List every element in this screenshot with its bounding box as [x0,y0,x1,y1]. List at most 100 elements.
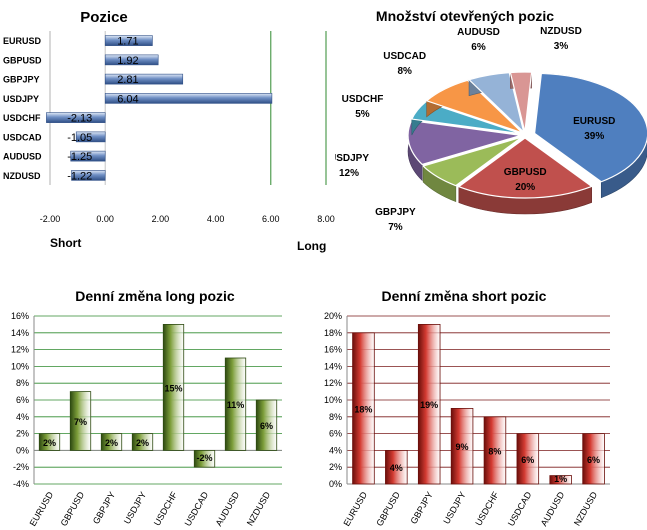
short-change-chart: Denní změna short pozic 0% 2% 4% 6% 8% 10% 12%… [324,288,610,528]
pie-slice [533,72,647,183]
category-label: NZDUSD [3,171,41,181]
category-label: USDJPY [3,94,39,104]
x-tick-label: GBPUSD [59,490,87,528]
x-tick-label: USDJPY [441,490,467,526]
data-label: 8% [488,446,501,456]
bar [255,399,278,451]
pie-slice-label: 20% [515,182,535,193]
x-tick-label: 6.00 [262,214,280,224]
bar [70,150,106,162]
long-caption: Long [297,239,326,253]
bar [71,170,106,181]
short-caption: Short [50,236,81,250]
category-label: AUDUSD [3,152,42,162]
x-tick-label: USDJPY [122,490,148,526]
y-tick-label: 0% [16,445,29,455]
x-tick-label: EURUSD [342,490,370,528]
data-label: 1% [554,474,567,484]
bar [131,433,154,451]
pie-slice [407,119,522,166]
y-tick-label: 0% [329,479,342,489]
bar [46,112,106,123]
y-tick-label: -4% [13,479,29,489]
data-label: 6% [521,455,534,465]
pie-title: Množství otevřených pozic [376,8,554,24]
x-tick-label: NZDUSD [245,490,273,528]
y-tick-label: 12% [324,378,342,388]
y-tick-label: 8% [329,412,342,422]
y-tick-label: 4% [16,412,29,422]
pie-slice [509,71,533,133]
pie-slice [457,137,593,199]
pie-slice-name: USDCHF [342,94,384,105]
data-label: 9% [456,442,469,452]
category-label: USDCHF [3,113,41,123]
y-tick-label: 6% [16,395,29,405]
pie-slice-label: 7% [388,222,403,233]
pie-slice-label: 6% [471,42,486,53]
positions-title: Pozice [80,9,128,26]
x-tick-label: AUDUSD [539,490,567,528]
short-change-title: Denní změna short pozic [382,288,547,304]
y-tick-label: 4% [329,445,342,455]
y-tick-label: 10% [11,361,29,371]
category-label: EURUSD [3,36,42,46]
pie-slice [467,72,525,135]
pie-slice-name: USDJPY [335,153,369,164]
pie-slice-name: NZDUSD [540,26,582,37]
y-tick-label: 14% [324,361,342,371]
bar [417,324,441,485]
data-label: 1.71 [117,36,138,48]
y-tick-label: -2% [13,462,29,472]
bar [162,324,185,451]
x-tick-label: 2.00 [152,214,170,224]
bar [100,433,123,451]
x-tick-label: USDCHF [152,490,180,528]
bar [38,433,61,451]
x-tick-label: AUDUSD [214,490,242,528]
y-tick-label: 2% [16,429,29,439]
data-label: 2% [43,438,56,448]
bar [69,391,92,451]
category-label: USDCAD [3,132,42,142]
bar [352,332,375,485]
pie-slice-label: 39% [584,131,604,142]
pie-slice-label: 5% [355,109,370,120]
data-label: 4% [390,463,403,473]
bar [104,54,159,66]
pie-slice-name: USDCAD [383,51,426,62]
data-label: 19% [420,400,438,410]
y-tick-label: 2% [329,462,342,472]
x-tick-label: -2.00 [40,214,61,224]
pie-slice-name: GBPJPY [375,207,416,218]
data-label: 7% [74,417,87,427]
data-label: 6.04 [117,93,138,105]
pie-slice-name: GBPUSD [504,167,547,178]
data-label: 2% [105,438,118,448]
category-label: GBPUSD [3,55,42,65]
data-label: 15% [164,383,182,393]
x-tick-label: 8.00 [317,214,335,224]
pie-slice [421,136,523,187]
data-label: 2.81 [117,74,138,86]
y-tick-label: 10% [324,395,342,405]
y-tick-label: 6% [329,429,342,439]
data-label: 1.92 [117,55,138,67]
bar [104,93,273,104]
long-change-title: Denní změna long pozic [75,288,235,304]
pie-slice [410,101,522,135]
bar [104,35,153,46]
bar [582,433,605,485]
pie-slice-label: 12% [339,168,359,179]
bar [450,407,474,485]
y-tick-label: 18% [324,328,342,338]
x-tick-label: GBPJPY [409,490,435,526]
x-tick-label: GBPUSD [374,490,402,528]
data-label: 2% [136,438,149,448]
data-label: -2% [196,453,212,463]
bar [385,449,408,485]
x-tick-label: USDCAD [506,490,534,528]
positions-chart: Pozice EURUSD 1.71 GBPUSD 1.92 GBPJPY 2.81 USD… [3,9,335,253]
x-tick-label: 0.00 [96,214,114,224]
y-tick-label: 16% [324,345,342,355]
